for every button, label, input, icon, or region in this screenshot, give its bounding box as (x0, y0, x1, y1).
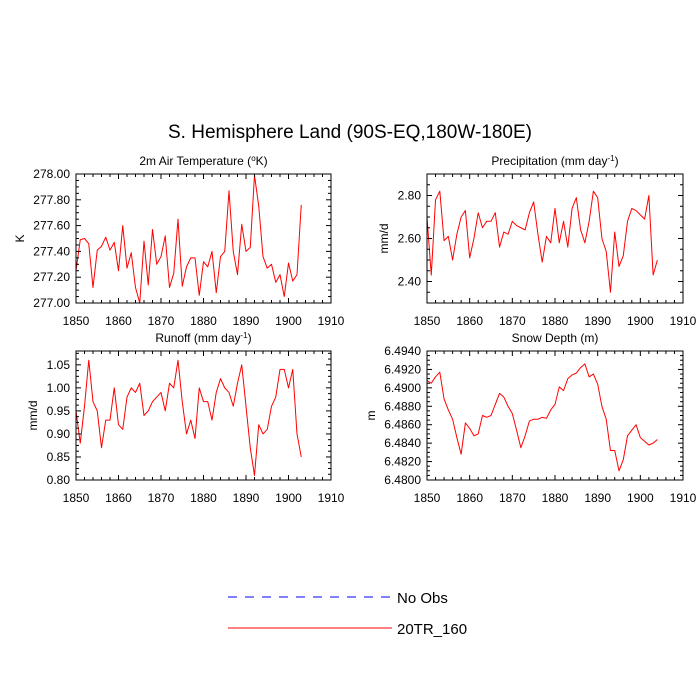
chart-title: Runoff (mm day-1) (155, 331, 251, 345)
chart-runoff: Runoff (mm day-1) 1850 1860 1870 1880 1890 190… (26, 331, 344, 505)
x-tick-label: 1860 (456, 491, 483, 505)
series-line-model (426, 190, 658, 293)
legend-model-label: 20TR_160 (397, 621, 467, 638)
x-tick-label: 1890 (584, 314, 611, 328)
y-tick-label: 1.05 (47, 358, 71, 372)
chart-title-superscript: -1 (241, 331, 249, 340)
x-tick-label: 1900 (275, 491, 302, 505)
legend-obs-label: No Obs (397, 590, 448, 607)
chart-title: Snow Depth (m) (512, 331, 599, 345)
x-tick-label: 1870 (499, 491, 526, 505)
chart-snow-depth: Snow Depth (m) 1850 1860 1870 1880 1890 1900 19… (364, 331, 697, 505)
x-tick-label: 1850 (414, 314, 441, 328)
x-tick-label: 1890 (584, 491, 611, 505)
x-tick-label: 1880 (190, 314, 217, 328)
chart-precipitation: Precipitation (mm day-1) 1850 1860 1870 1880… (377, 154, 696, 328)
y-tick-label: 6.4820 (384, 455, 421, 469)
x-tick-label: 1860 (105, 491, 132, 505)
chart-title-superscript: -1 (607, 154, 615, 163)
chart-title: 2m Air Temperature (oK) (139, 154, 267, 168)
y-tick-label: 2.80 (398, 189, 422, 203)
y-axis-label: K (13, 234, 27, 242)
chart-title-end: ) (248, 331, 252, 345)
y-tick-label: 2.60 (398, 232, 422, 246)
plot-frame (426, 350, 684, 481)
x-tick-label: 1880 (190, 491, 217, 505)
y-tick-label: 278.00 (33, 167, 70, 181)
y-tick-label: 277.20 (33, 270, 70, 284)
legend: No Obs 20TR_160 (228, 590, 467, 638)
chart-title-end: K) (256, 154, 268, 168)
plot-frame (75, 173, 332, 304)
x-tick-label: 1900 (275, 314, 302, 328)
chart-title-main: Precipitation (mm day (491, 154, 607, 168)
chart-air-temperature: 2m Air Temperature (oK) 1850 1860 1870 1880 1… (13, 154, 345, 328)
x-tick-label: 1850 (63, 491, 90, 505)
x-tick-label: 1900 (627, 491, 654, 505)
series-line-model (75, 174, 302, 304)
y-tick-label: 6.4800 (384, 473, 421, 487)
y-tick-label: 6.4920 (384, 362, 421, 376)
y-tick-label: 6.4860 (384, 418, 421, 432)
y-tick-label: 277.40 (33, 244, 70, 258)
x-tick-label: 1910 (670, 491, 697, 505)
y-axis-label: m (364, 411, 378, 421)
series-line-model (75, 359, 302, 476)
plot-frame (426, 173, 684, 304)
x-tick-label: 1910 (670, 314, 697, 328)
y-tick-label: 277.60 (33, 219, 70, 233)
x-tick-label: 1890 (233, 491, 260, 505)
y-tick-label: 0.85 (47, 450, 71, 464)
x-tick-label: 1890 (233, 314, 260, 328)
y-tick-label: 0.95 (47, 404, 71, 418)
chart-title-main: Runoff (mm day (155, 331, 240, 345)
y-tick-label: 6.4900 (384, 381, 421, 395)
y-tick-label: 6.4940 (384, 344, 421, 358)
figure-title: S. Hemisphere Land (90S-EQ,180W-180E) (168, 122, 532, 143)
panels: 2m Air Temperature (oK)1850 1860 1870 1880 1… (13, 154, 697, 505)
y-tick-label: 6.4840 (384, 436, 421, 450)
y-tick-label: 277.00 (33, 296, 70, 310)
x-tick-label: 1850 (414, 491, 441, 505)
x-tick-label: 1870 (148, 491, 175, 505)
x-tick-label: 1910 (318, 491, 345, 505)
y-tick-label: 6.4880 (384, 399, 421, 413)
y-tick-label: 1.00 (47, 381, 71, 395)
y-axis-label: mm/d (26, 401, 40, 431)
chart-title: Precipitation (mm day-1) (491, 154, 618, 168)
series-line-model (426, 363, 658, 472)
y-tick-label: 2.40 (398, 275, 422, 289)
x-tick-label: 1860 (456, 314, 483, 328)
x-tick-label: 1880 (542, 491, 569, 505)
chart-title-main: Snow Depth (m) (512, 331, 599, 345)
x-tick-label: 1870 (499, 314, 526, 328)
x-tick-label: 1880 (542, 314, 569, 328)
y-tick-label: 277.80 (33, 193, 70, 207)
chart-title-superscript: o (251, 154, 256, 163)
x-tick-label: 1910 (318, 314, 345, 328)
x-tick-label: 1860 (105, 314, 132, 328)
chart-title-main: 2m Air Temperature ( (139, 154, 251, 168)
x-tick-label: 1850 (63, 314, 90, 328)
y-tick-label: 0.80 (47, 473, 71, 487)
y-axis-label: mm/d (377, 224, 391, 254)
x-tick-label: 1900 (627, 314, 654, 328)
chart-title-end: ) (615, 154, 619, 168)
x-tick-label: 1870 (148, 314, 175, 328)
y-tick-label: 0.90 (47, 427, 71, 441)
